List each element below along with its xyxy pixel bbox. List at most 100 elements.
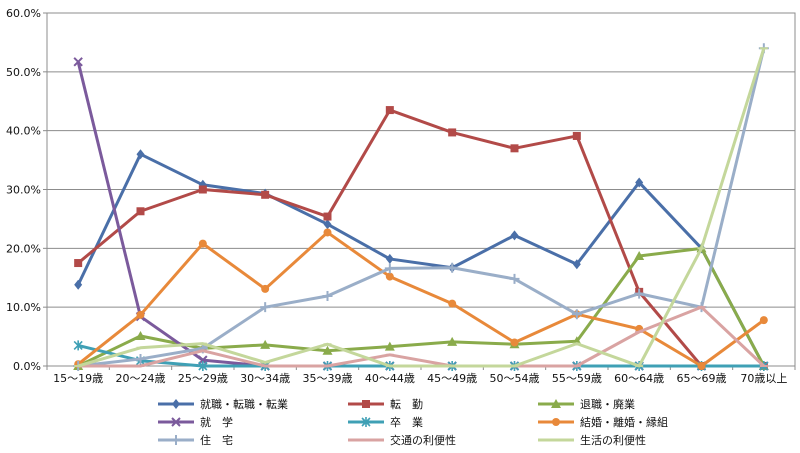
legend-item: 退職・廃業 [538, 397, 635, 411]
data-point [509, 273, 520, 284]
x-tick-label: 20〜24歳 [116, 372, 166, 385]
series-0 [74, 149, 768, 371]
y-axis: 0.0% 10.0% 20.0% 30.0% 40.0% 50.0% 60.0% [6, 7, 47, 373]
y-tick-label: 50.0% [6, 66, 41, 79]
legend-label: 卒 業 [390, 415, 423, 429]
data-point [572, 259, 581, 270]
data-point [385, 272, 394, 281]
x-tick-label: 70歳以上 [740, 372, 787, 385]
data-point [323, 219, 332, 230]
data-point [261, 284, 270, 293]
data-point [261, 190, 270, 199]
data-point [136, 310, 145, 319]
data-point [571, 309, 582, 320]
x-tick-label: 45〜49歳 [427, 372, 477, 385]
series-line [76, 61, 764, 368]
series-8 [74, 47, 768, 368]
data-point [73, 340, 83, 351]
data-point [136, 207, 145, 216]
series-7 [74, 305, 768, 368]
data-point [74, 259, 83, 268]
legend: 就職・転職・転業 転 勤 退職・廃業就 学 卒 業 結婚・離婚・縁組住 宅 交通の利便性 生… [158, 397, 668, 447]
legend-item: 結婚・離婚・縁組 [538, 415, 668, 429]
data-point [198, 239, 207, 248]
legend-item: 就職・転職・転業 [158, 397, 288, 411]
x-tick-label: 50〜54歳 [490, 372, 540, 385]
series-line [77, 108, 764, 368]
x-tick-label: 65〜69歳 [677, 372, 727, 385]
data-point [322, 345, 333, 355]
data-point [384, 263, 395, 274]
data-point [552, 418, 560, 426]
data-point [510, 338, 519, 347]
data-point [198, 185, 207, 194]
data-point [73, 57, 83, 67]
data-point [260, 339, 271, 349]
data-point [634, 288, 645, 299]
x-axis: 15〜19歳 20〜24歳 25〜29歳 30〜34歳 35〜39歳 40〜44歳 45〜4… [46, 366, 796, 385]
series-line [77, 230, 765, 368]
data-point [635, 177, 644, 188]
legend-item: 交通の利便性 [348, 433, 456, 447]
data-point [510, 144, 519, 153]
data-point [361, 417, 371, 427]
legend-label: 交通の利便性 [390, 433, 456, 447]
series-line [78, 305, 765, 368]
data-point [362, 400, 370, 408]
x-tick-label: 15〜19歳 [53, 372, 103, 385]
y-tick-label: 10.0% [6, 301, 41, 314]
data-point [385, 106, 394, 115]
data-point [572, 131, 581, 140]
data-point [74, 279, 83, 290]
legend-label: 退職・廃業 [580, 397, 635, 411]
data-point [322, 290, 333, 301]
data-point [447, 262, 458, 273]
data-point [634, 250, 645, 260]
y-tick-label: 0.0% [13, 360, 41, 373]
y-tick-label: 20.0% [6, 242, 41, 255]
series-line [77, 47, 766, 368]
data-point [323, 228, 332, 237]
data-point [697, 362, 706, 370]
data-point [136, 149, 145, 160]
x-tick-label: 25〜29歳 [178, 372, 228, 385]
data-point [198, 361, 208, 371]
series-line [77, 246, 766, 368]
data-point [172, 399, 180, 409]
data-point [171, 435, 181, 445]
data-point [384, 341, 395, 351]
legend-label: 就職・転職・転業 [200, 397, 288, 411]
data-point [448, 128, 457, 137]
legend-item: 住 宅 [158, 433, 233, 447]
legend-item: 転 勤 [348, 398, 423, 411]
data-point [551, 399, 561, 408]
y-tick-label: 60.0% [6, 7, 41, 20]
x-tick-label: 55〜59歳 [552, 372, 602, 385]
data-point [448, 299, 457, 308]
legend-item: 就 学 [158, 415, 233, 429]
x-tick-label: 35〜39歳 [303, 372, 353, 385]
data-point [510, 230, 519, 241]
legend-item: 卒 業 [348, 415, 423, 429]
series-1 [74, 106, 768, 370]
series-layer [73, 43, 769, 371]
legend-label: 結婚・離婚・縁組 [580, 415, 668, 429]
data-point [135, 330, 146, 340]
legend-label: 住 宅 [200, 433, 233, 447]
series-line [77, 47, 766, 368]
x-tick-label: 30〜34歳 [240, 372, 290, 385]
y-tick-label: 40.0% [6, 125, 41, 138]
series-2 [73, 243, 769, 370]
data-point [171, 417, 181, 427]
data-point [260, 302, 271, 313]
x-tick-label: 60〜64歳 [614, 372, 664, 385]
x-tick-label: 40〜44歳 [365, 372, 415, 385]
data-point [759, 316, 768, 325]
legend-label: 就 学 [200, 415, 233, 429]
data-point [447, 336, 458, 346]
legend-label: 転 勤 [390, 398, 423, 411]
legend-label: 生活の利便性 [580, 433, 646, 447]
series-line [76, 152, 766, 367]
legend-item: 生活の利便性 [538, 433, 646, 447]
